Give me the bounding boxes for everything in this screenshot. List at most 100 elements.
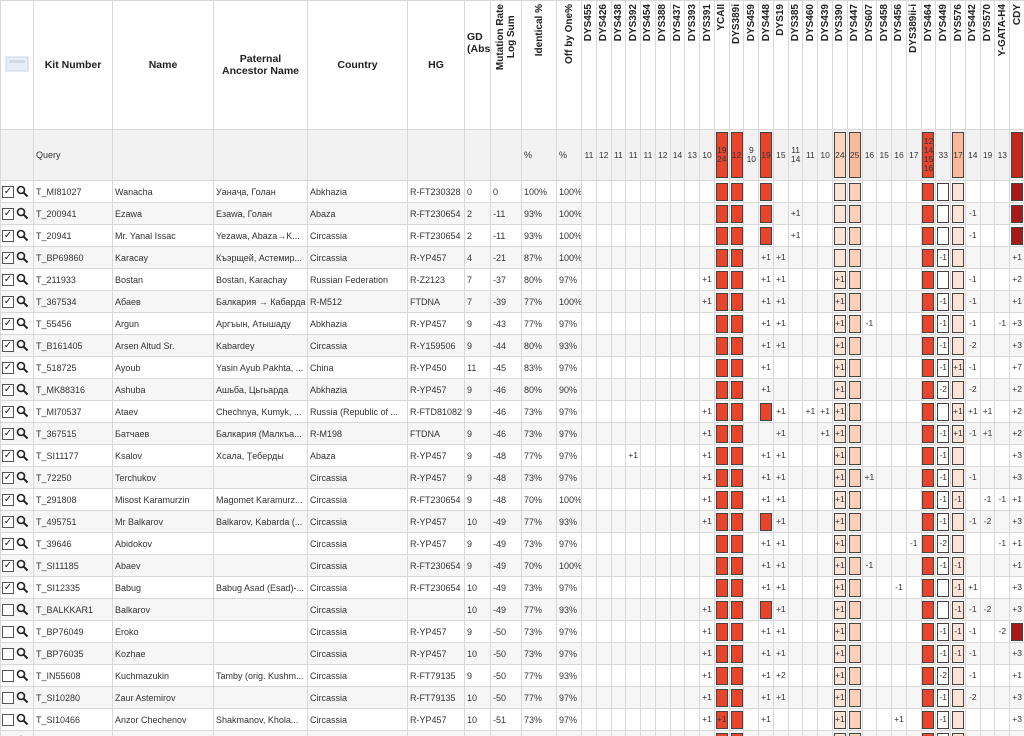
view-icon[interactable] bbox=[16, 493, 29, 506]
marker-cell bbox=[669, 642, 686, 665]
view-icon[interactable] bbox=[16, 603, 29, 616]
view-icon[interactable] bbox=[16, 361, 29, 374]
row-checkbox[interactable]: ✓ bbox=[2, 317, 14, 330]
row-checkbox[interactable]: ✓ bbox=[2, 229, 14, 242]
marker-name: DYS392 bbox=[627, 4, 639, 42]
row-checkbox[interactable] bbox=[2, 647, 14, 660]
row-checkbox[interactable] bbox=[2, 691, 14, 704]
cell-text: Abidokov bbox=[115, 538, 153, 549]
row-checkbox[interactable]: ✓ bbox=[2, 537, 14, 550]
view-icon[interactable] bbox=[16, 449, 29, 462]
row-checkbox[interactable] bbox=[2, 603, 14, 616]
marker-cell bbox=[891, 356, 907, 379]
marker-diff: +1 bbox=[775, 296, 786, 306]
view-icon[interactable] bbox=[16, 515, 29, 528]
marker-cell bbox=[728, 554, 745, 577]
marker-highlight bbox=[848, 358, 861, 377]
row-checkbox[interactable] bbox=[2, 713, 14, 726]
marker-cell: 14 bbox=[964, 129, 981, 181]
view-icon[interactable] bbox=[16, 691, 29, 704]
marker-cell bbox=[595, 532, 612, 555]
marker-cell: +3 bbox=[1009, 466, 1024, 489]
row-cell: -44 bbox=[490, 334, 522, 357]
marker-name: DYS442 bbox=[967, 4, 979, 42]
marker-cell: +1 bbox=[699, 686, 715, 709]
row-checkbox[interactable]: ✓ bbox=[2, 581, 14, 594]
row-checkbox[interactable]: ✓ bbox=[2, 295, 14, 308]
view-icon[interactable] bbox=[16, 207, 29, 220]
marker-cell bbox=[581, 708, 597, 731]
marker-cell bbox=[669, 444, 686, 467]
query-cell bbox=[307, 129, 408, 181]
marker-cell bbox=[891, 532, 907, 555]
view-icon[interactable] bbox=[16, 295, 29, 308]
view-icon[interactable] bbox=[16, 647, 29, 660]
row-cell: -46 bbox=[490, 378, 522, 401]
marker-cell: -1 bbox=[935, 246, 952, 269]
view-icon[interactable] bbox=[16, 251, 29, 264]
marker-diff: +7 bbox=[1012, 362, 1022, 372]
view-icon[interactable] bbox=[16, 559, 29, 572]
row-checkbox[interactable]: ✓ bbox=[2, 427, 14, 440]
marker-diff: +1 bbox=[775, 494, 786, 504]
row-cell: Abidokov bbox=[112, 532, 214, 555]
marker-cell: +1 bbox=[832, 488, 848, 511]
view-icon[interactable] bbox=[16, 317, 29, 330]
view-icon[interactable] bbox=[16, 713, 29, 726]
view-icon[interactable] bbox=[16, 537, 29, 550]
row-checkbox[interactable]: ✓ bbox=[2, 471, 14, 484]
row-checkbox[interactable]: ✓ bbox=[2, 361, 14, 374]
marker-highlight bbox=[848, 600, 861, 619]
view-icon[interactable] bbox=[16, 273, 29, 286]
row-checkbox[interactable]: ✓ bbox=[2, 559, 14, 572]
marker-cell: -1 bbox=[994, 730, 1011, 736]
view-icon[interactable] bbox=[16, 405, 29, 418]
marker-cell: -2 bbox=[964, 334, 981, 357]
cell-text: Ашьба, Цьгьарда bbox=[216, 384, 289, 395]
view-icon[interactable] bbox=[16, 471, 29, 484]
view-icon[interactable] bbox=[16, 383, 29, 396]
marker-cell: +2 bbox=[1009, 378, 1024, 401]
view-icon[interactable] bbox=[16, 229, 29, 242]
marker-name: DYS455 bbox=[583, 4, 595, 42]
row-checkbox[interactable]: ✓ bbox=[2, 383, 14, 396]
row-checkbox[interactable]: ✓ bbox=[2, 493, 14, 506]
cell-text: Circassia bbox=[310, 230, 348, 241]
cell-text: Ksalov bbox=[115, 450, 143, 461]
row-cell: Ksalov bbox=[112, 444, 214, 467]
table-icon[interactable] bbox=[4, 53, 30, 75]
result-row: ✓ T_BP69860 Karacay Къэрщей, Астемир... Circ… bbox=[0, 246, 1024, 269]
view-icon[interactable] bbox=[16, 669, 29, 682]
marker-cell bbox=[950, 246, 966, 269]
row-checkbox[interactable]: ✓ bbox=[2, 515, 14, 528]
row-checkbox[interactable]: ✓ bbox=[2, 449, 14, 462]
row-checkbox[interactable] bbox=[2, 669, 14, 682]
marker-cell bbox=[876, 202, 893, 225]
row-actions: ✓ bbox=[0, 532, 34, 555]
row-cell: Mr Balkarov bbox=[112, 510, 214, 533]
view-icon[interactable] bbox=[16, 185, 29, 198]
row-cell: R-FT79135 bbox=[407, 686, 465, 709]
row-checkbox[interactable] bbox=[2, 625, 14, 638]
row-checkbox[interactable]: ✓ bbox=[2, 405, 14, 418]
marker-cell bbox=[861, 224, 878, 247]
view-icon[interactable] bbox=[16, 427, 29, 440]
query-cell bbox=[112, 129, 214, 181]
view-icon[interactable] bbox=[16, 339, 29, 352]
view-icon[interactable] bbox=[16, 581, 29, 594]
cell-text: Terchukov bbox=[115, 472, 157, 483]
marker-highlight: -1 bbox=[937, 490, 950, 509]
marker-cell: +1 bbox=[699, 400, 715, 423]
row-checkbox[interactable]: ✓ bbox=[2, 207, 14, 220]
marker-cell: 9 10 bbox=[743, 129, 760, 181]
row-cell: Russia (Republic of ... bbox=[307, 400, 408, 423]
row-checkbox[interactable]: ✓ bbox=[2, 339, 14, 352]
cell-text: Circassia bbox=[310, 692, 348, 703]
marker-diff: +1 bbox=[761, 252, 771, 262]
row-checkbox[interactable]: ✓ bbox=[2, 273, 14, 286]
row-checkbox[interactable]: ✓ bbox=[2, 185, 14, 198]
row-checkbox[interactable]: ✓ bbox=[2, 251, 14, 264]
view-icon[interactable] bbox=[16, 625, 29, 638]
query-cell bbox=[407, 129, 465, 181]
marker-cell bbox=[891, 202, 907, 225]
